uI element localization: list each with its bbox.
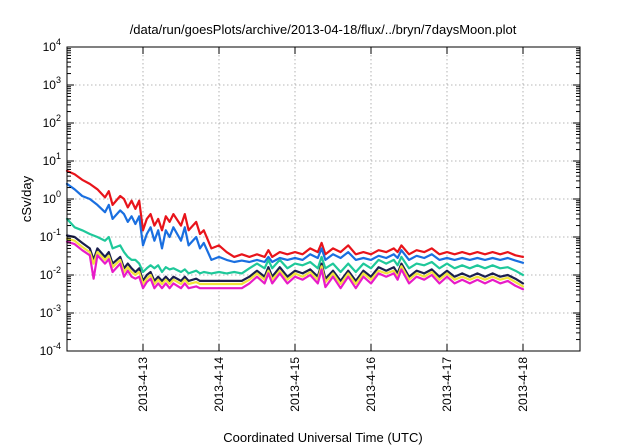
series-line-3 <box>65 217 525 277</box>
y-tick-label: 104 <box>43 37 61 54</box>
grid <box>67 47 580 351</box>
x-tick-labels: 2013-4-13 2013-4-14 2013-4-15 2013-4-16 2013… <box>136 357 530 412</box>
series-line-4 <box>65 234 525 285</box>
series-line-5 <box>65 237 525 288</box>
axis-ticks <box>67 46 580 352</box>
y-tick-label: 100 <box>43 189 61 206</box>
x-axis-label: Coordinated Universal Time (UTC) <box>223 430 422 445</box>
y-axis-label: cSv/day <box>19 175 34 222</box>
y-tick-label: 101 <box>43 151 61 168</box>
y-tick-label: 10-4 <box>40 341 61 358</box>
y-tick-label: 10-3 <box>40 303 61 320</box>
y-tick-label: 102 <box>43 113 61 130</box>
chart-title: /data/run/goesPlots/archive/2013-04-18/f… <box>130 22 517 37</box>
x-tick-label: 2013-4-17 <box>440 357 454 412</box>
y-tick-label: 10-1 <box>40 227 61 244</box>
series-line-6 <box>65 240 525 291</box>
series-line-2 <box>65 182 525 264</box>
x-tick-label: 2013-4-18 <box>516 357 530 412</box>
y-tick-label: 103 <box>43 75 61 92</box>
x-tick-label: 2013-4-13 <box>136 357 150 412</box>
series-line-1 <box>65 169 525 258</box>
series-group <box>65 169 525 291</box>
x-tick-label: 2013-4-16 <box>364 357 378 412</box>
x-tick-label: 2013-4-15 <box>288 357 302 412</box>
y-tick-labels: 10-4 10-3 10-2 10-1 100 101 102 103 104 <box>40 37 61 358</box>
x-tick-label: 2013-4-14 <box>212 357 226 412</box>
y-tick-label: 10-2 <box>40 265 61 282</box>
